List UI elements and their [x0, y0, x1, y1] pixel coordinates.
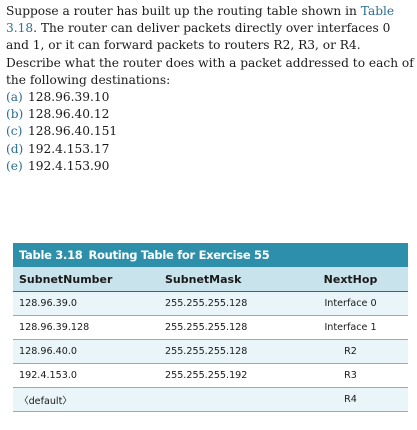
subnet-number-cell: 〈default〉: [13, 387, 159, 412]
option-letter: (c): [6, 124, 23, 139]
subnet-mask-cell: 255.255.255.192: [159, 363, 293, 388]
table-caption: Table 3.18 Routing Table for Exercise 55: [13, 243, 408, 267]
destination-address: 128.96.40.12: [28, 107, 110, 122]
table-row: 128.96.39.0 255.255.255.128 Interface 0: [13, 291, 408, 316]
question-intro-start: Suppose a router has built up the routin…: [6, 4, 357, 18]
next-hop-cell: R2: [293, 339, 408, 364]
subnet-mask-cell: 255.255.255.128: [159, 315, 293, 340]
subnet-number-cell: 128.96.39.128: [13, 315, 159, 340]
table-row: 128.96.40.0 255.255.255.128 R2: [13, 339, 408, 364]
routing-table: SubnetNumber SubnetMask NextHop 128.96.3…: [13, 267, 408, 412]
destination-item-b: (b) 128.96.40.12: [6, 106, 414, 123]
table-row: 128.96.39.128 255.255.255.128 Interface …: [13, 315, 408, 340]
subnet-mask-cell: 255.255.255.128: [159, 291, 293, 316]
destination-list: (a) 128.96.39.10 (b) 128.96.40.12 (c) 128.9…: [6, 89, 414, 175]
table-header-row: SubnetNumber SubnetMask NextHop: [13, 267, 408, 292]
destination-item-d: (d) 192.4.153.17: [6, 141, 414, 158]
option-letter: (a): [6, 90, 23, 105]
destination-item-c: (c) 128.96.40.151: [6, 123, 414, 140]
exercise-question: Suppose a router has built up the routin…: [6, 3, 414, 175]
subnet-mask-cell: [159, 387, 293, 412]
destination-address: 192.4.153.17: [28, 141, 110, 156]
column-header-next-hop: NextHop: [293, 267, 408, 292]
next-hop-cell: Interface 0: [293, 291, 408, 316]
destination-address: 128.96.40.151: [28, 124, 118, 139]
column-header-subnet-mask: SubnetMask: [159, 267, 293, 292]
option-letter: (d): [6, 141, 24, 156]
subnet-number-cell: 128.96.40.0: [13, 339, 159, 364]
next-hop-cell: R4: [293, 387, 408, 412]
subnet-mask-cell: 255.255.255.128: [159, 339, 293, 364]
option-letter: (e): [6, 158, 23, 173]
destination-item-e: (e) 192.4.153.90: [6, 158, 414, 175]
routing-table-figure: Table 3.18 Routing Table for Exercise 55 …: [13, 243, 408, 412]
option-letter: (b): [6, 107, 24, 122]
table-caption-number: Table 3.18: [19, 248, 83, 262]
question-intro-end: . The router can deliver packets directl…: [6, 21, 414, 87]
table-caption-title: Routing Table for Exercise 55: [88, 248, 270, 262]
next-hop-cell: Interface 1: [293, 315, 408, 340]
table-reference-link[interactable]: Table 3.18: [6, 4, 395, 36]
table-row: 192.4.153.0 255.255.255.192 R3: [13, 363, 408, 388]
next-hop-cell: R3: [293, 363, 408, 388]
table-row: 〈default〉 R4: [13, 387, 408, 412]
destination-address: 128.96.39.10: [28, 90, 110, 105]
subnet-number-cell: 128.96.39.0: [13, 291, 159, 316]
destination-item-a: (a) 128.96.39.10: [6, 89, 414, 106]
column-header-subnet-number: SubnetNumber: [13, 267, 159, 292]
destination-address: 192.4.153.90: [28, 158, 110, 173]
question-text: Suppose a router has built up the routin…: [6, 3, 414, 89]
subnet-number-cell: 192.4.153.0: [13, 363, 159, 388]
